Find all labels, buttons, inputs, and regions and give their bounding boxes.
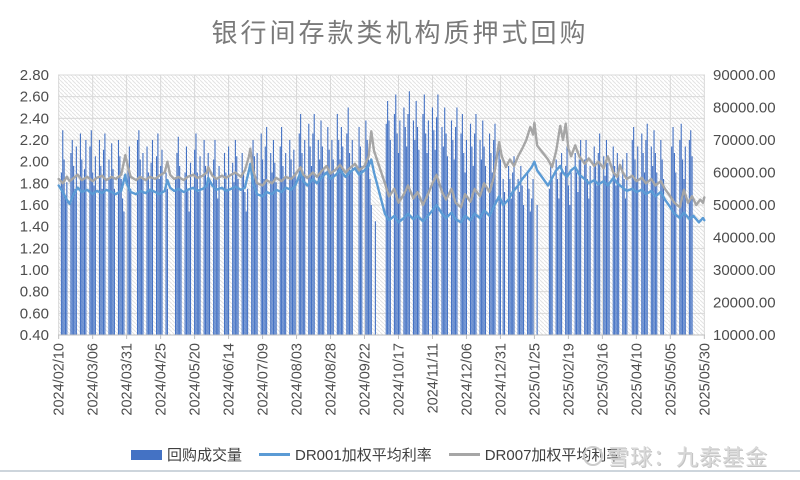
svg-text:0.60: 0.60 <box>20 305 49 322</box>
svg-text:2025/05/05: 2025/05/05 <box>663 343 679 416</box>
svg-text:40000.00: 40000.00 <box>713 230 776 247</box>
legend: 回购成交量 DR001加权平均利率 DR007加权平均利率 <box>131 444 621 465</box>
svg-text:2024/09/22: 2024/09/22 <box>358 343 374 416</box>
svg-text:2.00: 2.00 <box>20 154 49 171</box>
svg-text:10000.00: 10000.00 <box>713 327 776 344</box>
svg-text:2025/04/10: 2025/04/10 <box>629 343 645 416</box>
svg-text:2024/08/03: 2024/08/03 <box>290 343 306 416</box>
svg-text:0.40: 0.40 <box>20 327 49 344</box>
svg-text:2024/02/10: 2024/02/10 <box>52 343 68 416</box>
legend-item-volume: 回购成交量 <box>131 444 242 465</box>
dr007-line-swatch-icon <box>448 453 480 456</box>
svg-text:0.80: 0.80 <box>20 284 49 301</box>
svg-text:2025/01/25: 2025/01/25 <box>527 343 543 416</box>
bottom-divider <box>0 470 800 472</box>
dr001-line-swatch-icon <box>259 453 291 456</box>
svg-text:30000.00: 30000.00 <box>713 262 776 279</box>
svg-text:1.60: 1.60 <box>20 197 49 214</box>
svg-text:2025/03/16: 2025/03/16 <box>595 343 611 416</box>
legend-item-dr001: DR001加权平均利率 <box>259 444 432 465</box>
svg-text:80000.00: 80000.00 <box>713 100 776 117</box>
watermark-text: 雪球：九泰基金 <box>607 445 769 470</box>
volume-bar-swatch-icon <box>131 449 162 460</box>
svg-text:2024/08/28: 2024/08/28 <box>324 343 340 416</box>
svg-text:2024/03/31: 2024/03/31 <box>120 343 136 416</box>
svg-text:90000.00: 90000.00 <box>713 67 776 84</box>
svg-text:2024/12/06: 2024/12/06 <box>459 343 475 416</box>
svg-text:2.40: 2.40 <box>20 110 49 127</box>
svg-text:20000.00: 20000.00 <box>713 295 776 312</box>
svg-text:2024/04/25: 2024/04/25 <box>154 343 170 416</box>
svg-text:2024/10/17: 2024/10/17 <box>391 343 407 416</box>
svg-text:2.60: 2.60 <box>20 89 49 106</box>
svg-text:2.80: 2.80 <box>20 67 49 84</box>
svg-text:1.20: 1.20 <box>20 240 49 257</box>
svg-text:2025/05/30: 2025/05/30 <box>697 343 713 416</box>
svg-text:1.00: 1.00 <box>20 262 49 279</box>
legend-label-volume: 回购成交量 <box>167 447 243 464</box>
svg-text:70000.00: 70000.00 <box>713 132 776 149</box>
svg-text:1.80: 1.80 <box>20 175 49 192</box>
svg-text:50000.00: 50000.00 <box>713 197 776 214</box>
chart-title: 银行间存款类机构质押式回购 <box>211 18 589 48</box>
svg-text:2024/03/06: 2024/03/06 <box>86 343 102 416</box>
svg-text:60000.00: 60000.00 <box>713 165 776 182</box>
svg-text:2024/12/31: 2024/12/31 <box>493 343 509 416</box>
legend-label-dr001: DR001加权平均利率 <box>295 447 432 464</box>
watermark: 雪球：九泰基金 <box>583 440 768 472</box>
svg-text:2024/11/11: 2024/11/11 <box>425 343 441 413</box>
svg-text:2024/05/20: 2024/05/20 <box>188 343 204 416</box>
svg-text:1.40: 1.40 <box>20 219 49 236</box>
svg-text:2025/02/19: 2025/02/19 <box>561 343 577 416</box>
svg-text:2.20: 2.20 <box>20 132 49 149</box>
plot-area: 2.80 2.60 2.40 2.20 2.00 1.80 1.60 1.40 1.20 1.00… <box>20 67 776 416</box>
xueqiu-logo-icon <box>583 446 603 466</box>
svg-text:2024/07/09: 2024/07/09 <box>256 343 272 416</box>
svg-text:2024/06/14: 2024/06/14 <box>222 343 238 416</box>
